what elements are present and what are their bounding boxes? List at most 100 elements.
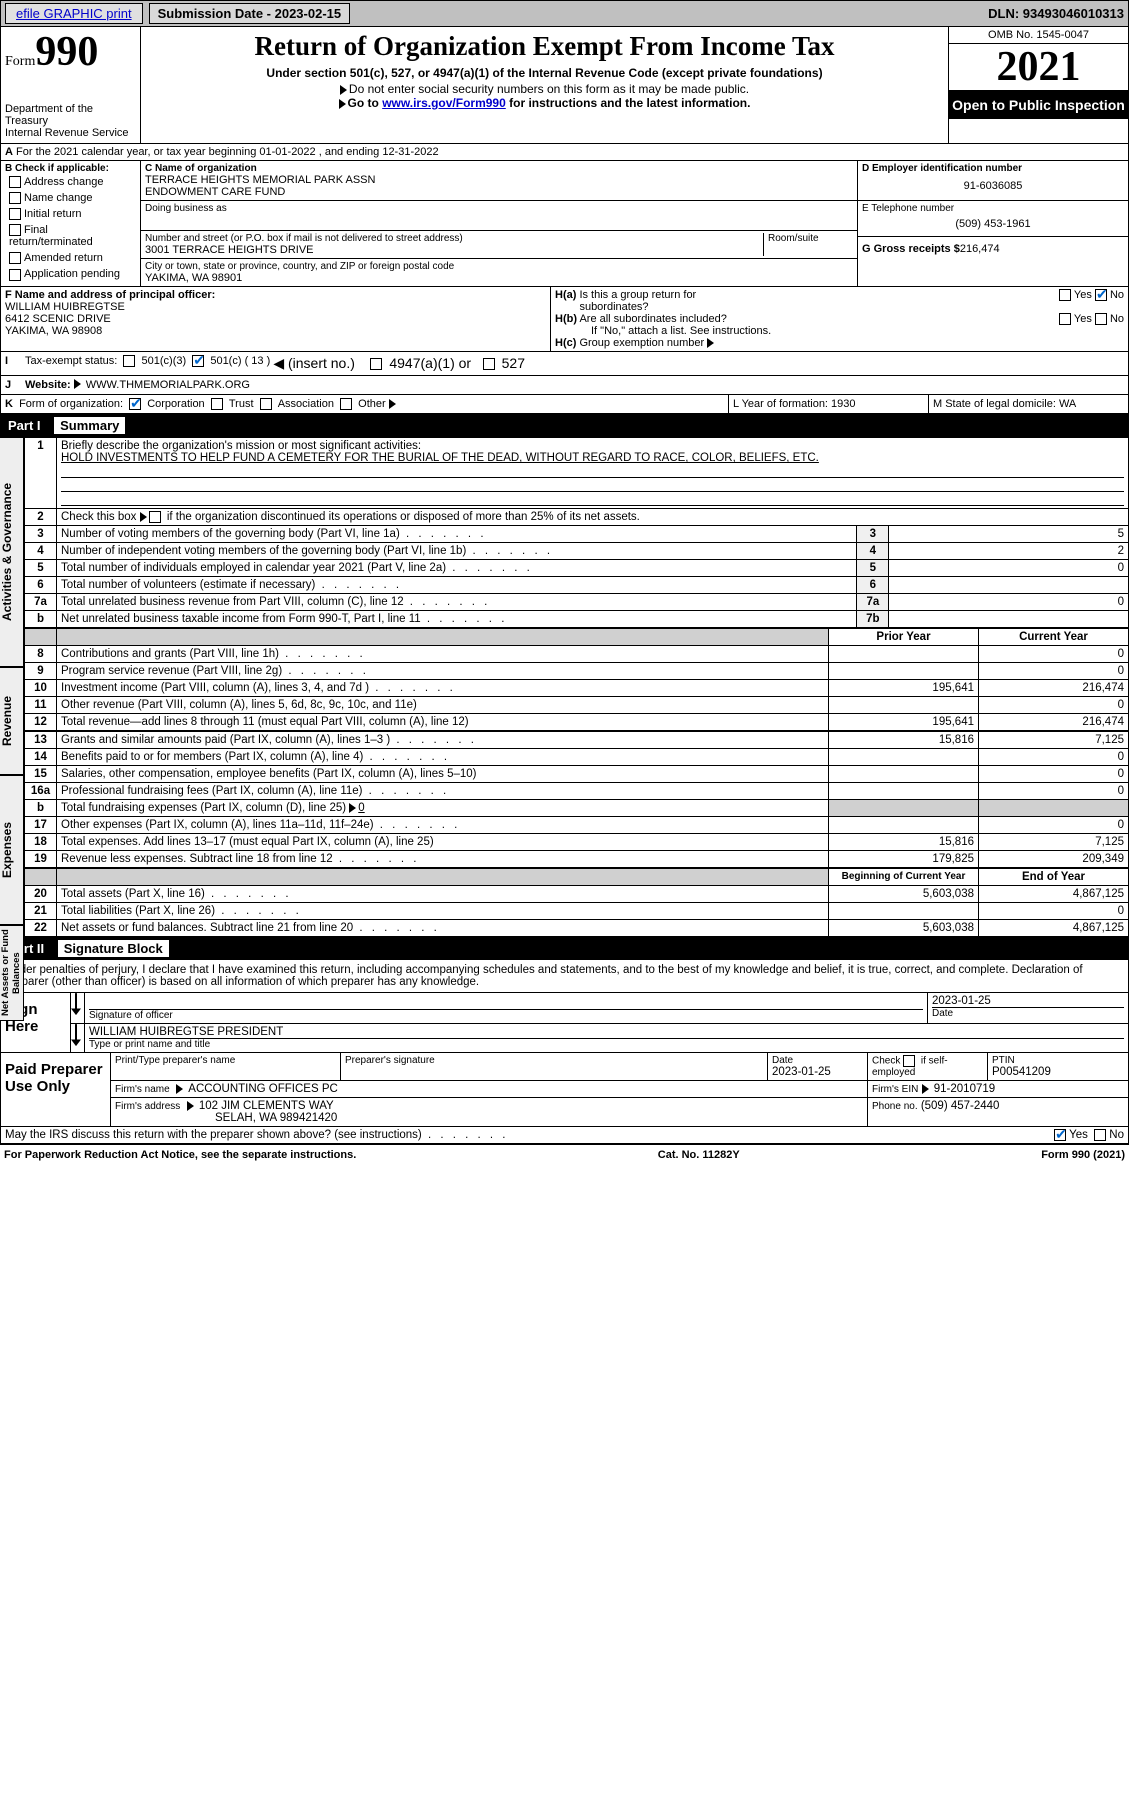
checkbox-hb-no[interactable] xyxy=(1095,313,1107,325)
omb-number: OMB No. 1545-0047 xyxy=(949,27,1128,44)
firm-name-label: Firm's name xyxy=(115,1084,170,1095)
officer-name: WILLIAM HUIBREGTSE xyxy=(5,301,546,313)
efile-print-button[interactable]: efile GRAPHIC print xyxy=(5,3,143,24)
line4-value: 2 xyxy=(889,543,1129,560)
part-i-title: Summary xyxy=(54,417,125,434)
label-yes: Yes xyxy=(1074,313,1092,325)
checkbox-amended-return[interactable] xyxy=(9,252,21,264)
line8-prior xyxy=(829,646,979,663)
line21-label: Total liabilities (Part X, line 26) xyxy=(57,903,829,920)
sig-date-label: Date xyxy=(932,1007,1124,1019)
checkbox-line2[interactable] xyxy=(149,511,161,523)
label-4947: 4947(a)(1) or xyxy=(389,355,471,371)
checkbox-527[interactable] xyxy=(483,358,495,370)
tel-value: (509) 453-1961 xyxy=(862,214,1124,234)
prior-year-header: Prior Year xyxy=(829,629,979,646)
line12-current: 216,474 xyxy=(979,714,1129,731)
city-label: City or town, state or province, country… xyxy=(145,261,853,272)
line15-label: Salaries, other compensation, employee b… xyxy=(57,766,829,783)
label-corp: Corporation xyxy=(147,398,204,410)
line4-label: Number of independent voting members of … xyxy=(57,543,857,560)
summary-table-net-assets: Beginning of Current YearEnd of Year 20T… xyxy=(24,868,1129,937)
row-f-h: F Name and address of principal officer:… xyxy=(0,287,1129,352)
box-f-officer: F Name and address of principal officer:… xyxy=(1,287,551,351)
may-irs-row: May the IRS discuss this return with the… xyxy=(0,1127,1129,1143)
checkbox-name-change[interactable] xyxy=(9,192,21,204)
triangle-icon xyxy=(349,803,356,813)
prep-date-label: Date xyxy=(772,1055,863,1066)
label-yes: Yes xyxy=(1074,289,1092,301)
checkbox-initial-return[interactable] xyxy=(9,208,21,220)
side-net-assets: Net Assets or Fund Balances xyxy=(0,925,24,1021)
part-i-body: Activities & Governance 1 Briefly descri… xyxy=(0,437,1129,937)
officer-addr2: YAKIMA, WA 98908 xyxy=(5,325,546,337)
checkbox-4947[interactable] xyxy=(370,358,382,370)
org-city: YAKIMA, WA 98901 xyxy=(145,272,853,284)
form-header: Form990 Department of the Treasury Inter… xyxy=(0,27,1129,144)
summary-table-revenue: Prior YearCurrent Year 8Contributions an… xyxy=(24,628,1129,731)
eoy-header: End of Year xyxy=(979,869,1129,886)
label-assoc: Association xyxy=(278,398,334,410)
triangle-icon xyxy=(339,99,346,109)
line6-value xyxy=(889,577,1129,594)
form-title: Return of Organization Exempt From Incom… xyxy=(149,31,940,62)
line20-label: Total assets (Part X, line 16) xyxy=(57,886,829,903)
checkbox-501c3[interactable] xyxy=(123,355,135,367)
checkbox-other[interactable] xyxy=(340,398,352,410)
line3-label: Number of voting members of the governin… xyxy=(57,526,857,543)
checkbox-may-irs-no[interactable] xyxy=(1094,1129,1106,1141)
line6-label: Total number of volunteers (estimate if … xyxy=(57,577,857,594)
checkbox-final-return[interactable] xyxy=(9,224,21,236)
line11-current: 0 xyxy=(979,697,1129,714)
sig-date-value: 2023-01-25 xyxy=(932,995,1124,1007)
ptin-value: P00541209 xyxy=(992,1066,1124,1078)
phone-label: Phone no. xyxy=(872,1101,918,1112)
signature-block: Under penalties of perjury, I declare th… xyxy=(0,960,1129,1127)
may-irs-label: May the IRS discuss this return with the… xyxy=(5,1129,1054,1141)
checkbox-self-employed[interactable] xyxy=(903,1055,915,1067)
checkbox-assoc[interactable] xyxy=(260,398,272,410)
triangle-icon xyxy=(707,338,714,348)
summary-table-expenses: 13Grants and similar amounts paid (Part … xyxy=(24,731,1129,868)
checkbox-ha-yes[interactable] xyxy=(1059,289,1071,301)
arrow-icon xyxy=(71,1024,81,1046)
line16b-label: Total fundraising expenses (Part IX, col… xyxy=(61,802,346,814)
form-number: 990 xyxy=(35,29,98,75)
open-to-public: Open to Public Inspection xyxy=(949,91,1128,119)
part-ii-title: Signature Block xyxy=(58,940,169,957)
checkbox-address-change[interactable] xyxy=(9,176,21,188)
row-i-tax-status: I Tax-exempt status: 501(c)(3) 501(c) ( … xyxy=(0,352,1129,376)
type-name-label: Type or print name and title xyxy=(89,1038,1124,1050)
checkbox-ha-no[interactable] xyxy=(1095,289,1107,301)
checkbox-hb-yes[interactable] xyxy=(1059,313,1071,325)
gross-label: G Gross receipts $ xyxy=(862,243,960,255)
line22-current: 4,867,125 xyxy=(979,920,1129,937)
line5-label: Total number of individuals employed in … xyxy=(57,560,857,577)
line5-value: 0 xyxy=(889,560,1129,577)
ein-value: 91-6036085 xyxy=(862,174,1124,198)
line15-current: 0 xyxy=(979,766,1129,783)
checkbox-trust[interactable] xyxy=(211,398,223,410)
label-initial-return: Initial return xyxy=(24,208,81,220)
checkbox-may-irs-yes[interactable] xyxy=(1054,1129,1066,1141)
line15-prior xyxy=(829,766,979,783)
officer-label: F Name and address of principal officer: xyxy=(5,289,546,301)
label-final-return: Final return/terminated xyxy=(9,224,93,248)
line17-label: Other expenses (Part IX, column (A), lin… xyxy=(57,817,829,834)
line10-prior: 195,641 xyxy=(829,680,979,697)
checkbox-application-pending[interactable] xyxy=(9,269,21,281)
current-year-header: Current Year xyxy=(979,629,1129,646)
label-501c3: 501(c)(3) xyxy=(142,355,187,372)
paid-preparer-label: Paid Preparer Use Only xyxy=(1,1053,111,1126)
line7b-value xyxy=(889,611,1129,628)
declaration-text: Under penalties of perjury, I declare th… xyxy=(1,960,1128,993)
checkbox-corp[interactable] xyxy=(129,398,141,410)
row-a-text: For the 2021 calendar year, or tax year … xyxy=(16,146,439,158)
row-j-website: J Website: WWW.THMEMORIALPARK.ORG xyxy=(0,376,1129,395)
checkbox-501c[interactable] xyxy=(192,355,204,367)
form-org-label: Form of organization: xyxy=(19,398,123,410)
line19-label: Revenue less expenses. Subtract line 18 … xyxy=(57,851,829,868)
line14-prior xyxy=(829,749,979,766)
irs-form990-link[interactable]: www.irs.gov/Form990 xyxy=(382,96,506,110)
line1-mission: HOLD INVESTMENTS TO HELP FUND A CEMETERY… xyxy=(61,452,819,464)
